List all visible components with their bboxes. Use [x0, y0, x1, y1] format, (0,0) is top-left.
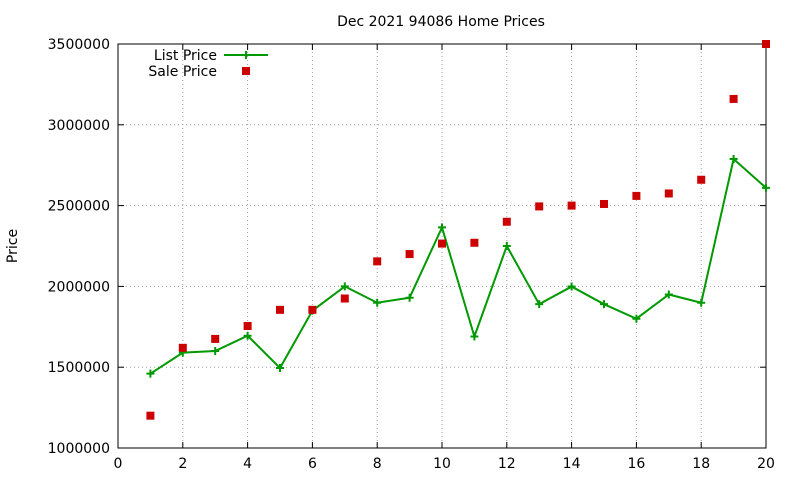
- list-price-point: [567, 282, 576, 291]
- list-price-point: [762, 183, 770, 192]
- sale-price-point: [664, 189, 673, 198]
- list-price-point: [211, 347, 220, 356]
- list-price-point: [243, 331, 252, 340]
- y-tick-label: 3000000: [48, 118, 110, 134]
- sale-price-point: [502, 217, 511, 226]
- y-tick-label: 1500000: [48, 360, 110, 376]
- axis-ticks: 0 2 4 6 8 10 12 14 16 18 20 1000000 1500000 2000000 25…: [48, 37, 775, 472]
- legend-marker-list-price: [242, 51, 250, 59]
- legend: List Price Sale Price: [148, 48, 268, 80]
- x-tick-label: 6: [308, 456, 317, 472]
- list-price-point: [405, 293, 414, 302]
- y-tick-label: 1000000: [48, 441, 110, 457]
- y-tick-label: 2500000: [48, 199, 110, 215]
- list-price-point: [632, 314, 641, 323]
- list-price-point: [502, 242, 511, 250]
- list-price-point: [470, 332, 479, 341]
- legend-label-sale-price: Sale Price: [148, 64, 217, 80]
- x-tick-label: 0: [114, 456, 123, 472]
- x-tick-label: 4: [243, 456, 252, 472]
- list-price-point: [438, 223, 446, 232]
- x-tick-label: 12: [498, 456, 516, 472]
- sale-price-point: [729, 94, 738, 103]
- list-price-point: [146, 369, 155, 378]
- sale-price-point: [276, 305, 284, 314]
- y-tick-label: 3500000: [48, 37, 110, 53]
- sale-price-point: [600, 199, 608, 208]
- list-price-point: [276, 364, 284, 373]
- x-tick-label: 16: [627, 456, 645, 472]
- list-price-point: [600, 300, 608, 309]
- legend-label-list-price: List Price: [154, 48, 217, 64]
- y-axis-label: Price: [5, 229, 21, 263]
- sale-price-point: [438, 239, 446, 248]
- x-tick-label: 18: [692, 456, 710, 472]
- sale-price-point: [340, 294, 349, 303]
- x-tick-label: 10: [433, 456, 451, 472]
- sale-price-point: [373, 257, 382, 266]
- grid: [118, 44, 766, 448]
- list-price-point: [373, 298, 382, 307]
- x-tick-label: 2: [178, 456, 187, 472]
- sale-price-point: [211, 334, 220, 343]
- list-price-point: [340, 282, 349, 291]
- list-price-point: [535, 300, 544, 309]
- sale-price-point: [535, 202, 544, 211]
- sale-price-point: [146, 411, 155, 420]
- x-tick-label: 8: [373, 456, 382, 472]
- list-price-point: [697, 298, 706, 307]
- sale-price-point: [243, 321, 252, 330]
- list-price-point: [664, 290, 673, 299]
- x-tick-label: 20: [757, 456, 775, 472]
- list-price-line: [149, 157, 767, 375]
- sale-price-point: [632, 191, 641, 200]
- sale-price-point: [697, 175, 706, 184]
- x-tick-label: 14: [563, 456, 581, 472]
- sale-price-point: [178, 343, 187, 352]
- sale-price-point: [405, 250, 414, 259]
- series: [146, 40, 770, 420]
- list-price-point: [729, 155, 738, 164]
- sale-price-point: [762, 40, 770, 48]
- sale-price-point: [567, 201, 576, 210]
- legend-marker-sale-price: [242, 67, 250, 75]
- sale-price-point: [308, 305, 317, 314]
- sale-price-point: [470, 238, 479, 247]
- chart-title: Dec 2021 94086 Home Prices: [337, 14, 545, 30]
- y-tick-label: 2000000: [48, 279, 110, 295]
